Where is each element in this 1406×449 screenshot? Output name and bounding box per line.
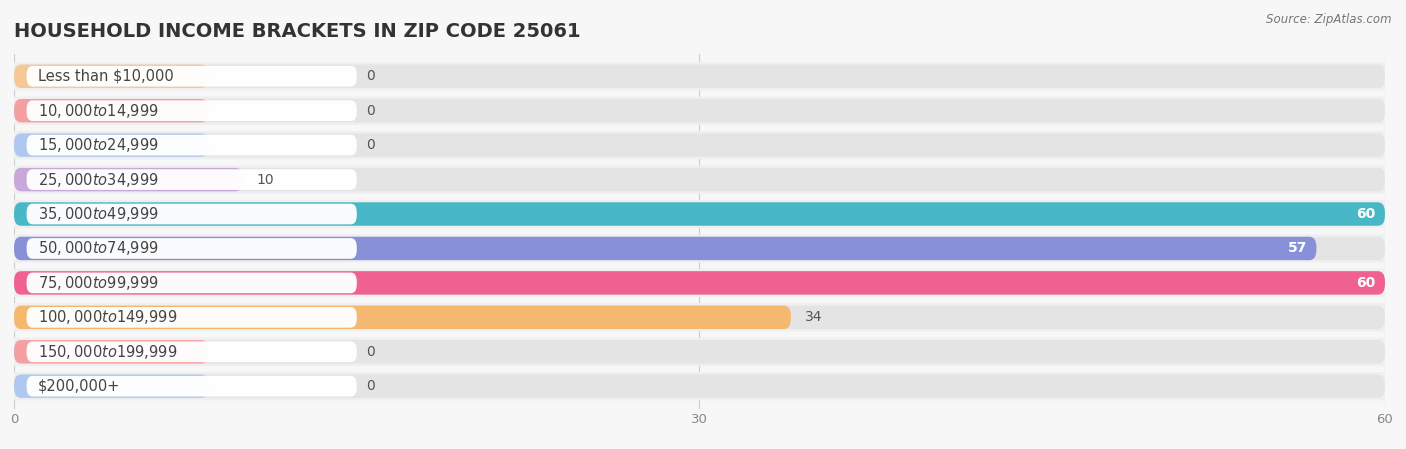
Text: $100,000 to $149,999: $100,000 to $149,999 bbox=[38, 308, 177, 326]
FancyBboxPatch shape bbox=[14, 99, 208, 123]
FancyBboxPatch shape bbox=[14, 306, 792, 329]
FancyBboxPatch shape bbox=[7, 303, 1392, 331]
FancyBboxPatch shape bbox=[27, 101, 357, 121]
FancyBboxPatch shape bbox=[27, 204, 357, 224]
FancyBboxPatch shape bbox=[7, 62, 1392, 90]
FancyBboxPatch shape bbox=[14, 271, 1385, 295]
FancyBboxPatch shape bbox=[27, 307, 357, 328]
FancyBboxPatch shape bbox=[14, 168, 1385, 191]
Text: $25,000 to $34,999: $25,000 to $34,999 bbox=[38, 171, 159, 189]
Text: 0: 0 bbox=[366, 104, 374, 118]
Text: 0: 0 bbox=[366, 345, 374, 359]
FancyBboxPatch shape bbox=[14, 65, 1385, 88]
FancyBboxPatch shape bbox=[7, 200, 1392, 228]
FancyBboxPatch shape bbox=[14, 133, 1385, 157]
Text: $10,000 to $14,999: $10,000 to $14,999 bbox=[38, 102, 159, 120]
FancyBboxPatch shape bbox=[27, 273, 357, 293]
Text: Source: ZipAtlas.com: Source: ZipAtlas.com bbox=[1267, 13, 1392, 26]
FancyBboxPatch shape bbox=[14, 237, 1385, 260]
FancyBboxPatch shape bbox=[27, 135, 357, 155]
FancyBboxPatch shape bbox=[7, 234, 1392, 263]
FancyBboxPatch shape bbox=[14, 374, 208, 398]
FancyBboxPatch shape bbox=[14, 340, 1385, 364]
FancyBboxPatch shape bbox=[14, 202, 1385, 226]
FancyBboxPatch shape bbox=[27, 376, 357, 396]
FancyBboxPatch shape bbox=[7, 372, 1392, 401]
Text: 34: 34 bbox=[804, 310, 823, 324]
Text: Less than $10,000: Less than $10,000 bbox=[38, 69, 174, 84]
FancyBboxPatch shape bbox=[14, 65, 208, 88]
FancyBboxPatch shape bbox=[7, 166, 1392, 194]
Text: 10: 10 bbox=[256, 172, 274, 187]
Text: 57: 57 bbox=[1288, 242, 1308, 255]
FancyBboxPatch shape bbox=[14, 237, 1316, 260]
FancyBboxPatch shape bbox=[27, 238, 357, 259]
FancyBboxPatch shape bbox=[7, 131, 1392, 159]
FancyBboxPatch shape bbox=[14, 99, 1385, 123]
Text: $15,000 to $24,999: $15,000 to $24,999 bbox=[38, 136, 159, 154]
Text: $75,000 to $99,999: $75,000 to $99,999 bbox=[38, 274, 159, 292]
FancyBboxPatch shape bbox=[14, 340, 208, 364]
Text: 0: 0 bbox=[366, 379, 374, 393]
Text: 0: 0 bbox=[366, 138, 374, 152]
Text: $150,000 to $199,999: $150,000 to $199,999 bbox=[38, 343, 177, 361]
FancyBboxPatch shape bbox=[14, 374, 1385, 398]
FancyBboxPatch shape bbox=[14, 306, 1385, 329]
FancyBboxPatch shape bbox=[7, 269, 1392, 297]
Text: 60: 60 bbox=[1357, 207, 1376, 221]
FancyBboxPatch shape bbox=[7, 338, 1392, 366]
FancyBboxPatch shape bbox=[7, 97, 1392, 125]
FancyBboxPatch shape bbox=[14, 168, 243, 191]
FancyBboxPatch shape bbox=[14, 133, 208, 157]
FancyBboxPatch shape bbox=[14, 271, 1385, 295]
FancyBboxPatch shape bbox=[27, 341, 357, 362]
Text: 60: 60 bbox=[1357, 276, 1376, 290]
Text: HOUSEHOLD INCOME BRACKETS IN ZIP CODE 25061: HOUSEHOLD INCOME BRACKETS IN ZIP CODE 25… bbox=[14, 22, 581, 41]
Text: $50,000 to $74,999: $50,000 to $74,999 bbox=[38, 239, 159, 257]
Text: $200,000+: $200,000+ bbox=[38, 379, 121, 394]
FancyBboxPatch shape bbox=[14, 202, 1385, 226]
FancyBboxPatch shape bbox=[27, 169, 357, 190]
FancyBboxPatch shape bbox=[27, 66, 357, 87]
Text: 0: 0 bbox=[366, 69, 374, 83]
Text: $35,000 to $49,999: $35,000 to $49,999 bbox=[38, 205, 159, 223]
